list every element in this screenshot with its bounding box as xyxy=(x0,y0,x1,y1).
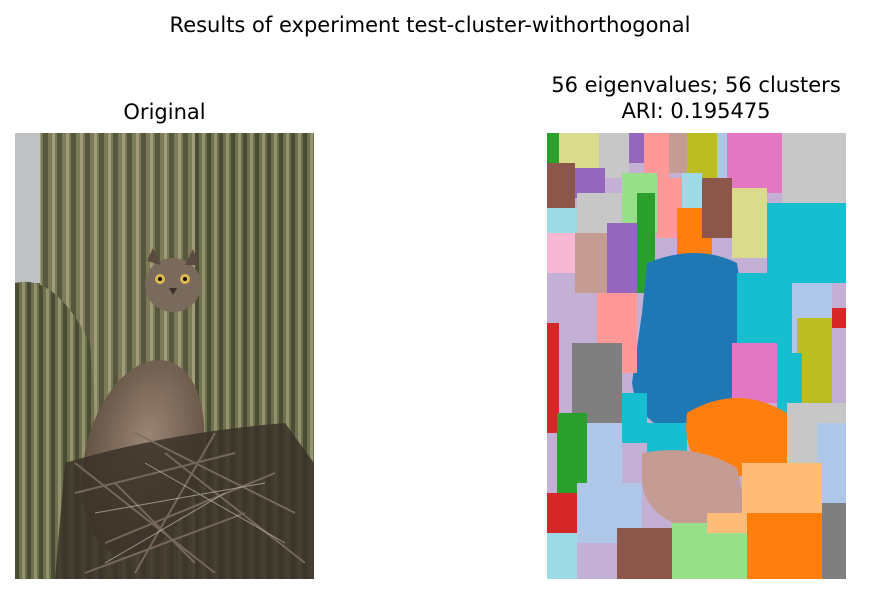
clusters-title-line2: ARI: 0.195475 xyxy=(621,99,771,123)
owl-photo xyxy=(15,133,314,579)
clusters-title: 56 eigenvalues; 56 clusters ARI: 0.19547… xyxy=(510,72,882,124)
original-image xyxy=(15,133,314,579)
cluster-map xyxy=(547,133,846,579)
figure-suptitle: Results of experiment test-cluster-witho… xyxy=(169,13,691,37)
clusters-title-line1: 56 eigenvalues; 56 clusters xyxy=(551,73,841,97)
original-title: Original xyxy=(123,100,206,124)
cluster-map-image xyxy=(547,133,846,579)
